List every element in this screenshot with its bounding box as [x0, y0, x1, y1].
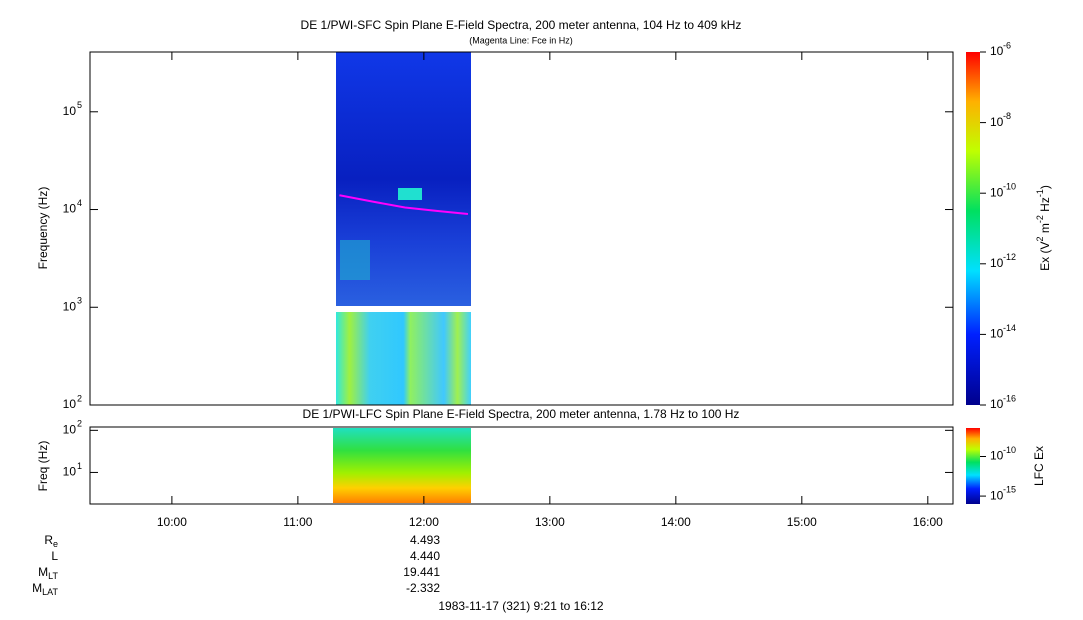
- x-tick-label: 12:00: [409, 515, 439, 529]
- colorbar: [966, 52, 980, 405]
- colorbar-label: Ex (V2 m-2 Hz-1): [1035, 185, 1052, 271]
- colorbar-label: ): [1038, 185, 1052, 189]
- x-tick-label: 15:00: [787, 515, 817, 529]
- spectrogram-patch: [398, 188, 422, 200]
- ephemeris-label: L: [51, 549, 58, 563]
- ephemeris-subscript: LAT: [42, 587, 58, 597]
- plot-frame: [89, 51, 954, 406]
- colorbar-tick-label: 10: [990, 115, 1004, 129]
- plot-frame: [89, 426, 954, 505]
- footer: 1983-11-17 (321) 9:21 to 16:12: [438, 599, 604, 613]
- y-tick-label-exponent: 5: [77, 100, 82, 110]
- y-tick-label-exponent: 4: [77, 198, 82, 208]
- colorbar-tick-label-exponent: -12: [1003, 252, 1016, 262]
- colorbar-tick-label: 10: [990, 44, 1004, 58]
- colorbar-tick-label-exponent: -10: [1003, 182, 1016, 192]
- ephemeris-label: MLT: [38, 565, 58, 581]
- y-tick-label-exponent: 2: [77, 419, 82, 429]
- colorbar-tick-label-exponent: -15: [1003, 484, 1016, 494]
- colorbar-label: Ex (V: [1038, 242, 1052, 271]
- y-tick-label: 10: [63, 299, 77, 313]
- fce-line: [339, 194, 469, 215]
- spectrogram-image: [336, 312, 471, 405]
- y-tick-label: 10: [63, 465, 77, 479]
- y-tick-label-exponent: 3: [77, 296, 82, 306]
- spectrogram-image: [333, 428, 471, 503]
- colorbar-label: LFC Ex: [1032, 446, 1046, 486]
- chart-title: DE 1/PWI-LFC Spin Plane E-Field Spectra,…: [303, 407, 740, 421]
- ephemeris-label: Re: [44, 533, 58, 549]
- y-axis-label: Freq (Hz): [36, 441, 50, 492]
- ephemeris-value: 4.440: [410, 549, 440, 563]
- colorbar-tick-label: 10: [990, 185, 1004, 199]
- y-axis-label: Frequency (Hz): [36, 187, 50, 270]
- x-tick-label: 16:00: [913, 515, 943, 529]
- ephemeris-value: 4.493: [410, 533, 440, 547]
- colorbar-tick-label-exponent: -8: [1003, 111, 1011, 121]
- colorbar-tick-label: 10: [990, 327, 1004, 341]
- colorbar: [966, 428, 980, 504]
- colorbar-label: 2: [1035, 237, 1045, 242]
- ephemeris-label: L: [51, 549, 58, 563]
- x-tick-label: 11:00: [283, 515, 312, 529]
- colorbar-tick-label-exponent: -6: [1003, 40, 1011, 50]
- colorbar-tick-label: 10: [990, 488, 1004, 502]
- ephemeris-label: MLAT: [32, 581, 58, 597]
- colorbar-tick-label: 10: [990, 256, 1004, 270]
- y-tick-label: 10: [63, 423, 77, 437]
- ephemeris-label: M: [32, 581, 42, 595]
- y-tick-label: 10: [63, 104, 77, 118]
- y-tick-label: 10: [63, 202, 77, 216]
- ephemeris-value: 19.441: [403, 565, 440, 579]
- ephemeris-value: -2.332: [406, 581, 440, 595]
- colorbar-label: Hz: [1038, 197, 1052, 215]
- y-tick-label-exponent: 2: [77, 393, 82, 403]
- colorbar-tick-label-exponent: -14: [1003, 323, 1016, 333]
- colorbar-label: m: [1038, 223, 1052, 236]
- chart-subtitle: (Magenta Line: Fce in Hz): [469, 35, 573, 45]
- colorbar-tick-label-exponent: -16: [1003, 393, 1016, 403]
- colorbar-label: -2: [1035, 215, 1045, 223]
- y-tick-label: 10: [63, 397, 77, 411]
- ephemeris-subscript: e: [53, 539, 58, 549]
- x-tick-label: 14:00: [661, 515, 691, 529]
- spectrogram-patch: [340, 240, 370, 280]
- colorbar-tick-label-exponent: -10: [1003, 445, 1016, 455]
- colorbar-tick-label: 10: [990, 449, 1004, 463]
- colorbar-label: -1: [1035, 189, 1045, 197]
- chart-title: DE 1/PWI-SFC Spin Plane E-Field Spectra,…: [301, 18, 742, 32]
- x-tick-label: 10:00: [157, 515, 187, 529]
- ephemeris-label: R: [44, 533, 53, 547]
- colorbar-tick-label: 10: [990, 397, 1004, 411]
- x-tick-label: 13:00: [535, 515, 565, 529]
- ephemeris-subscript: LT: [48, 571, 58, 581]
- y-tick-label-exponent: 1: [77, 461, 82, 471]
- ephemeris-label: M: [38, 565, 48, 579]
